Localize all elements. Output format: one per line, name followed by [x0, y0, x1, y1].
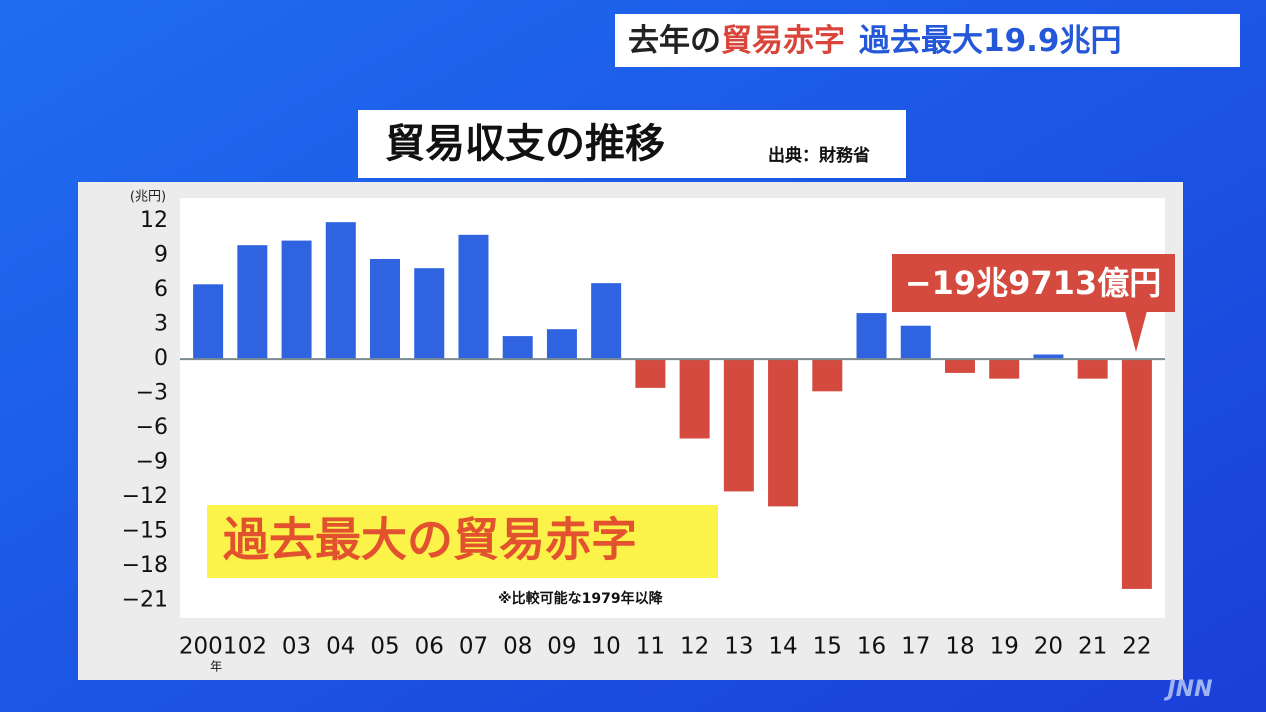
logo: JNN — [1163, 677, 1212, 702]
x-tick-label: 12 — [680, 634, 709, 660]
y-tick-label: 9 — [154, 243, 168, 268]
y-tick-label: −15 — [122, 519, 168, 544]
y-tick-label: −3 — [136, 381, 168, 406]
y-tick-label: 6 — [154, 277, 168, 302]
bar — [1121, 359, 1152, 589]
bar — [414, 268, 445, 360]
y-tick-label: −9 — [136, 450, 168, 475]
y-unit: (兆円) — [130, 190, 166, 205]
x-tick-label: 22 — [1122, 634, 1151, 660]
x-tick-label: 05 — [370, 634, 399, 660]
banner-box — [207, 505, 718, 578]
bar — [546, 329, 577, 360]
bar — [856, 313, 887, 360]
bar — [591, 283, 622, 360]
bar — [325, 222, 356, 360]
bar — [723, 359, 754, 492]
year-suffix: 年 — [210, 660, 222, 674]
x-tick-label: 21 — [1078, 634, 1107, 660]
x-tick-label: 03 — [282, 634, 311, 660]
bar — [237, 245, 268, 360]
title-box — [358, 110, 906, 178]
bar — [768, 359, 799, 507]
y-tick-label: 0 — [154, 346, 168, 371]
bar — [679, 359, 710, 439]
x-tick-label: 16 — [857, 634, 886, 660]
y-tick-label: 12 — [140, 208, 168, 233]
bar — [1033, 354, 1064, 360]
headline: 去年の貿易赤字 過去最大19.9兆円 — [628, 23, 1122, 59]
callout-pointer — [1125, 311, 1147, 352]
headline-part: 過去最大19.9兆円 — [859, 23, 1122, 59]
bar — [635, 359, 666, 388]
bar — [944, 359, 975, 373]
y-tick-label: −6 — [136, 415, 168, 440]
bar — [193, 284, 224, 360]
x-tick-label: 17 — [901, 634, 930, 660]
x-tick-label: 14 — [768, 634, 797, 660]
banner: 過去最大の貿易赤字 — [223, 513, 637, 567]
x-tick-label: 02 — [238, 634, 267, 660]
note: ※比較可能な1979年以降 — [498, 590, 664, 607]
bar — [900, 325, 931, 360]
bar — [812, 359, 843, 392]
x-tick-label: 20 — [1034, 634, 1063, 660]
x-tick-label: 15 — [813, 634, 842, 660]
x-tick-label: 13 — [724, 634, 753, 660]
x-tick-label: 08 — [503, 634, 532, 660]
headline-box — [615, 14, 1240, 67]
x-tick-label: 11 — [636, 634, 665, 660]
y-tick-label: −18 — [122, 553, 168, 578]
x-tick-label: 10 — [592, 634, 621, 660]
x-tick-label: 04 — [326, 634, 355, 660]
bar — [458, 234, 489, 360]
y-tick-label: −12 — [122, 484, 168, 509]
bar — [1077, 359, 1108, 379]
chart-title: 貿易収支の推移 — [385, 121, 665, 167]
x-tick-label: 06 — [415, 634, 444, 660]
bar — [989, 359, 1020, 379]
y-tick-label: −21 — [122, 588, 168, 613]
bar — [370, 258, 401, 360]
headline-part: 貿易赤字 — [721, 23, 845, 59]
x-tick-label: 09 — [547, 634, 576, 660]
headline-part: 去年の — [628, 23, 721, 59]
x-tick-label: 2001 — [179, 634, 238, 660]
callout-box — [892, 254, 1175, 312]
bar — [281, 240, 312, 360]
x-tick-label: 07 — [459, 634, 488, 660]
x-tick-label: 19 — [990, 634, 1019, 660]
x-tick-label: 18 — [945, 634, 974, 660]
bar — [502, 336, 533, 360]
source: 出典：財務省 — [768, 145, 870, 166]
callout: −19兆9713億円 — [905, 264, 1161, 302]
y-tick-label: 3 — [154, 312, 168, 337]
